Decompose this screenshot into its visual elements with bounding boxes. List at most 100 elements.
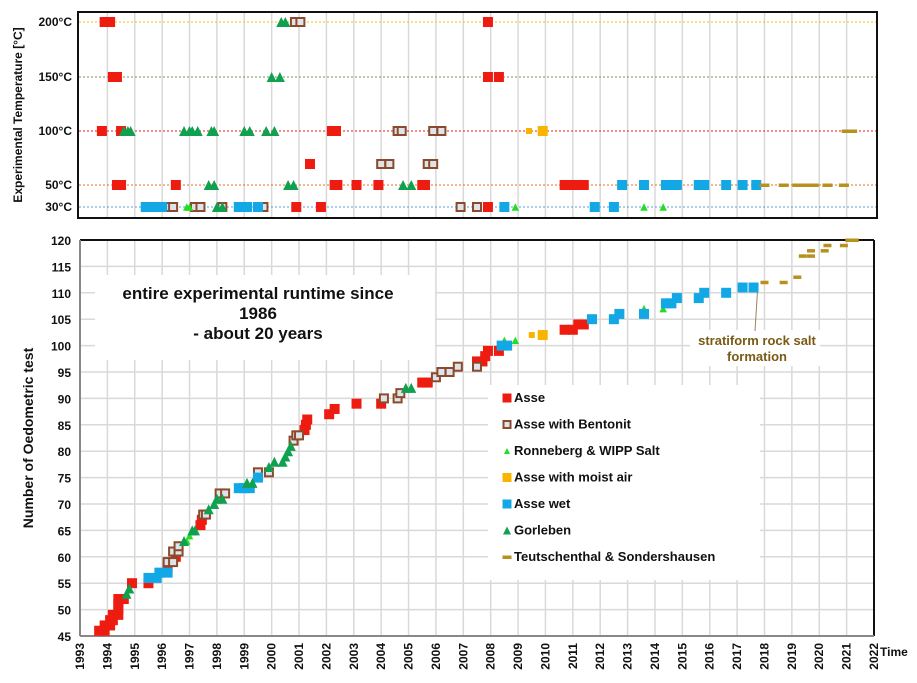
count-point (105, 620, 116, 631)
count-point (511, 336, 520, 345)
count-point (94, 625, 105, 636)
count-point (444, 367, 455, 377)
count-x-tick-label: 1999 (237, 643, 251, 670)
count-point (573, 319, 584, 330)
legend-marker (502, 420, 512, 429)
temperature-point (291, 202, 302, 212)
temperature-point (209, 126, 220, 136)
count-point (351, 398, 362, 409)
temperature-point (157, 202, 168, 212)
count-point (233, 483, 244, 494)
count-point (162, 562, 173, 573)
count-point (324, 409, 335, 420)
temperature-point (105, 17, 116, 27)
temperature-tick-label: 150°C (39, 70, 73, 84)
count-x-tick-label: 2003 (347, 643, 361, 670)
temperature-point (841, 129, 852, 133)
count-point (376, 398, 387, 409)
count-x-tick-label: 2004 (374, 643, 388, 670)
legend-label: Teutschenthal & Sondershausen (514, 549, 715, 564)
count-point (302, 414, 313, 425)
count-point (195, 520, 206, 531)
temperature-point (499, 202, 510, 212)
count-y-tick-label: 60 (58, 551, 72, 565)
count-point (277, 456, 288, 467)
count-point (189, 525, 200, 536)
count-point (395, 388, 406, 399)
count-y-tick-label: 115 (52, 260, 72, 274)
count-point (247, 477, 258, 488)
temperature-axis-title: Experimental Temperature [°C] (11, 27, 25, 202)
count-point (107, 615, 118, 626)
temperature-point (332, 180, 343, 190)
count-x-tick-label: 2012 (593, 643, 607, 670)
count-point (283, 446, 294, 457)
count-x-tick-label: 2007 (456, 643, 470, 670)
runtime-note-line2: 1986 (239, 304, 277, 323)
count-point (143, 572, 154, 583)
legend: Asse Asse with Bentonit Ronneberg & WIPP S… (502, 390, 715, 564)
count-points (94, 238, 859, 636)
temperature-point (559, 180, 570, 190)
temperature-point (280, 17, 291, 27)
legend-label: Asse (514, 390, 545, 405)
count-x-tick-label: 2014 (648, 643, 662, 670)
temperature-point (721, 180, 732, 190)
count-point (493, 345, 504, 356)
temperature-point (151, 202, 162, 212)
count-point (823, 243, 832, 248)
count-y-tick-label: 80 (58, 445, 72, 459)
count-point (280, 451, 291, 462)
temperature-point (295, 17, 306, 27)
count-point (124, 583, 135, 594)
count-point (294, 430, 305, 441)
count-point (537, 330, 548, 341)
count-x-tick-label: 2001 (292, 643, 306, 670)
count-y-tick-label: 100 (51, 340, 71, 354)
count-point (578, 319, 589, 330)
temperature-point (146, 202, 157, 212)
count-point (820, 249, 829, 253)
temperature-y-tick-labels: 200°C 150°C 100°C 50°C 30°C (39, 15, 73, 214)
temperature-point (800, 183, 811, 187)
temperature-point (266, 72, 277, 82)
count-point (480, 351, 491, 362)
legend-marker (502, 499, 512, 509)
count-point (244, 483, 255, 494)
temperature-point (472, 202, 482, 212)
count-x-tick-label: 2009 (511, 643, 525, 670)
temperature-point (244, 126, 255, 136)
count-point (436, 367, 447, 377)
count-point (151, 572, 162, 583)
count-x-tick-label: 2005 (402, 643, 416, 670)
count-point (845, 238, 854, 242)
temperature-points (96, 17, 858, 212)
count-point (614, 308, 625, 319)
count-y-tick-label: 70 (58, 498, 72, 512)
temperature-point (567, 180, 578, 190)
count-point (170, 551, 181, 562)
temperature-tick-label: 50°C (45, 178, 72, 192)
count-y-tick-label: 120 (51, 234, 71, 248)
count-point (299, 425, 310, 436)
count-point (121, 588, 132, 599)
count-point (502, 340, 513, 351)
temperature-point (330, 126, 341, 136)
count-point (699, 287, 710, 298)
count-x-tick-label: 2021 (840, 643, 854, 670)
count-point (482, 345, 493, 356)
temperature-point (170, 180, 181, 190)
count-point (422, 377, 433, 388)
count-point (209, 499, 220, 509)
count-point (528, 332, 535, 339)
count-point (793, 275, 802, 279)
count-axis-title: Number of Oedometric test (20, 347, 36, 528)
temperature-point (99, 17, 110, 27)
count-x-tick-label: 1993 (73, 643, 87, 670)
temperature-point (192, 126, 203, 136)
runtime-note-line3: - about 20 years (193, 324, 322, 343)
count-point (748, 282, 759, 293)
count-y-tick-label: 95 (58, 366, 72, 380)
temperature-point (455, 202, 466, 212)
